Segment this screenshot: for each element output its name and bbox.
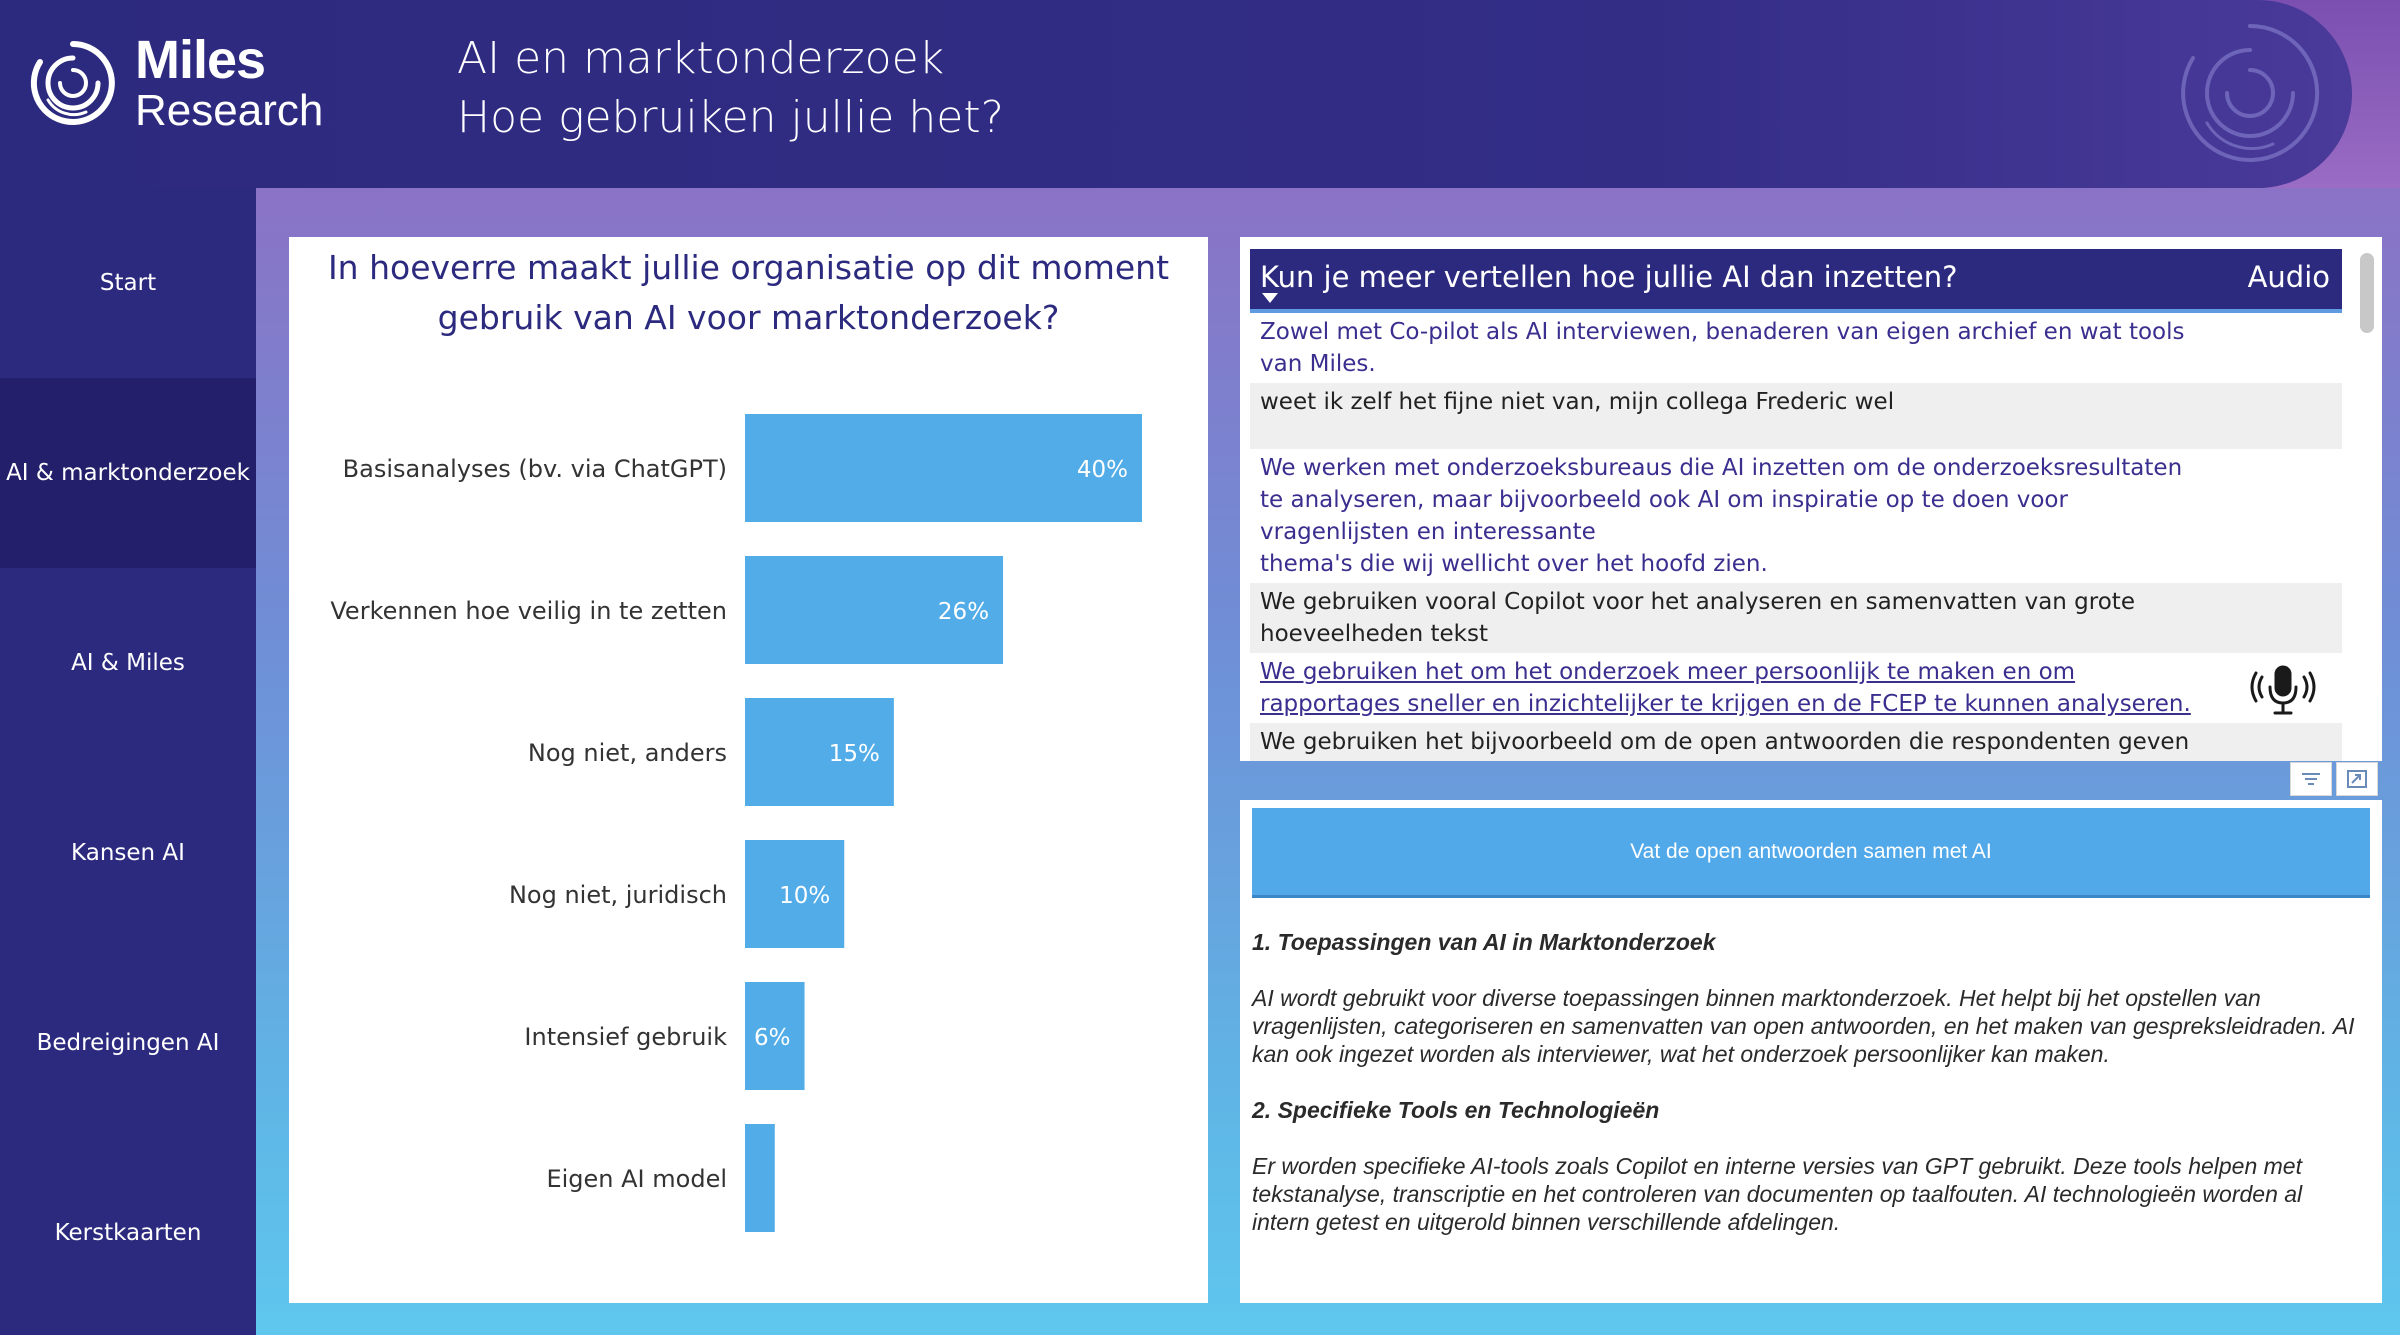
focus-mode-button[interactable]	[2336, 762, 2378, 796]
table-header: Kun je meer vertellen hoe jullie AI dan …	[1250, 249, 2342, 313]
chart-title-line2: gebruik van AI voor marktonderzoek?	[437, 298, 1060, 337]
table-row[interactable]: Zowel met Co-pilot als AI interviewen, b…	[1250, 313, 2342, 383]
sidebar-item-ai-miles[interactable]: AI & Miles	[0, 568, 256, 758]
table-scrollbar[interactable]	[2360, 253, 2374, 333]
table-body: Zowel met Co-pilot als AI interviewen, b…	[1250, 313, 2342, 761]
table-row[interactable]: We werken met onderzoeksbureaus die AI i…	[1250, 449, 2342, 583]
column-header-audio[interactable]: Audio	[2247, 260, 2330, 294]
chart-bar[interactable]	[745, 556, 1004, 664]
table-row[interactable]: We gebruiken het bijvoorbeeld om de open…	[1250, 723, 2342, 761]
data-label: 40%	[1077, 457, 1128, 483]
response-text: We gebruiken vooral Copilot voor het ana…	[1260, 589, 2135, 647]
brand-logo-text: Miles Research	[135, 32, 323, 134]
filter-icon	[2302, 773, 2320, 785]
sidebar-item-start[interactable]: Start	[0, 188, 256, 378]
responses-table-panel: Kun je meer vertellen hoe jullie AI dan …	[1240, 237, 2382, 761]
sidebar-item-label: Start	[99, 270, 157, 296]
category-label: Verkennen hoe veilig in te zetten	[330, 597, 727, 625]
chart-bar[interactable]	[745, 1124, 775, 1232]
sidebar-item-kerstkaarten[interactable]: Kerstkaarten	[0, 1138, 256, 1328]
response-text: We werken met onderzoeksbureaus die AI i…	[1260, 455, 2183, 577]
data-label: 26%	[938, 599, 989, 625]
chart-bar[interactable]	[745, 840, 845, 948]
header: Miles Research AI en marktonderzoek Hoe …	[0, 0, 2400, 188]
summarize-with-ai-button[interactable]: Vat de open antwoorden samen met AI	[1252, 808, 2370, 898]
table-row[interactable]: We gebruiken vooral Copilot voor het ana…	[1250, 583, 2342, 653]
chart-bar[interactable]	[745, 698, 894, 806]
sidebar-item-label: Bedreigingen AI	[36, 1030, 220, 1056]
focus-mode-icon	[2347, 770, 2367, 788]
sort-arrow-icon[interactable]	[1262, 293, 1278, 303]
category-label: Eigen AI model	[546, 1165, 727, 1193]
summary-heading-1: 1. Toepassingen van AI in Marktonderzoek	[1252, 929, 1716, 955]
chart-panel: In hoeverre maakt jullie organisatie op …	[289, 237, 1208, 1303]
sidebar-item-label: Kerstkaarten	[54, 1220, 202, 1246]
sidebar-item-label: AI & marktonderzoek	[6, 460, 250, 486]
chart-title-line1: In hoeverre maakt jullie organisatie op …	[327, 248, 1170, 287]
summary-heading-2: 2. Specifieke Tools en Technologieën	[1252, 1097, 1660, 1123]
page-subtitle: Hoe gebruiken jullie het?	[457, 92, 1004, 143]
data-label: 6%	[754, 1025, 791, 1051]
page-title-block: AI en marktonderzoek Hoe gebruiken julli…	[457, 30, 1004, 148]
category-label: Nog niet, anders	[528, 739, 727, 767]
header-banner	[0, 0, 2352, 188]
chart-bar[interactable]	[745, 414, 1142, 522]
sidebar-item-ai-marktonderzoek[interactable]: AI & marktonderzoek	[0, 378, 256, 568]
miles-logo-icon	[30, 41, 115, 125]
microphone-icon[interactable]	[2248, 663, 2318, 719]
brand-name-line1: Miles	[135, 30, 266, 90]
sidebar-nav: Start AI & marktonderzoek AI & Miles Kan…	[0, 188, 256, 1335]
table-row[interactable]: weet ik zelf het fijne niet van, mijn co…	[1250, 383, 2342, 449]
sidebar-item-bedreigingen-ai[interactable]: Bedreigingen AI	[0, 948, 256, 1138]
brand-name-line2: Research	[135, 86, 324, 135]
data-label: 10%	[779, 883, 830, 909]
summary-paragraph-1: AI wordt gebruikt voor diverse toepassin…	[1252, 985, 2355, 1067]
ai-summary-panel: Vat de open antwoorden samen met AI 1. T…	[1240, 800, 2382, 1303]
visual-header-icons	[2290, 762, 2380, 796]
category-label: Intensief gebruik	[524, 1023, 727, 1051]
table-row[interactable]: We gebruiken het om het onderzoek meer p…	[1250, 653, 2342, 723]
category-label: Nog niet, juridisch	[509, 881, 727, 909]
watermark-logo-icon	[2181, 24, 2320, 162]
sidebar-item-kansen-ai[interactable]: Kansen AI	[0, 758, 256, 948]
data-label: 15%	[829, 741, 880, 767]
chart-title: In hoeverre maakt jullie organisatie op …	[289, 243, 1208, 343]
sidebar-item-label: Kansen AI	[71, 840, 185, 866]
response-text: We gebruiken het bijvoorbeeld om de open…	[1260, 729, 2190, 755]
filter-button[interactable]	[2290, 762, 2332, 796]
chart-bar[interactable]	[745, 982, 805, 1090]
response-text[interactable]: We gebruiken het om het onderzoek meer p…	[1260, 659, 2191, 717]
bar-chart: Basisanalyses (bv. via ChatGPT) 40% Verken…	[330, 414, 1142, 1232]
response-text: Zowel met Co-pilot als AI interviewen, b…	[1260, 319, 2185, 377]
page-title: AI en marktonderzoek	[457, 33, 945, 84]
summary-paragraph-2: Er worden specifieke AI-tools zoals Copi…	[1252, 1153, 2303, 1235]
response-text: weet ik zelf het fijne niet van, mijn co…	[1260, 389, 1895, 415]
category-label: Basisanalyses (bv. via ChatGPT)	[343, 455, 727, 483]
sidebar-item-label: AI & Miles	[71, 650, 185, 676]
ai-summary-text: 1. Toepassingen van AI in Marktonderzoek…	[1252, 928, 2362, 1264]
column-header-question[interactable]: Kun je meer vertellen hoe jullie AI dan …	[1260, 260, 1958, 294]
